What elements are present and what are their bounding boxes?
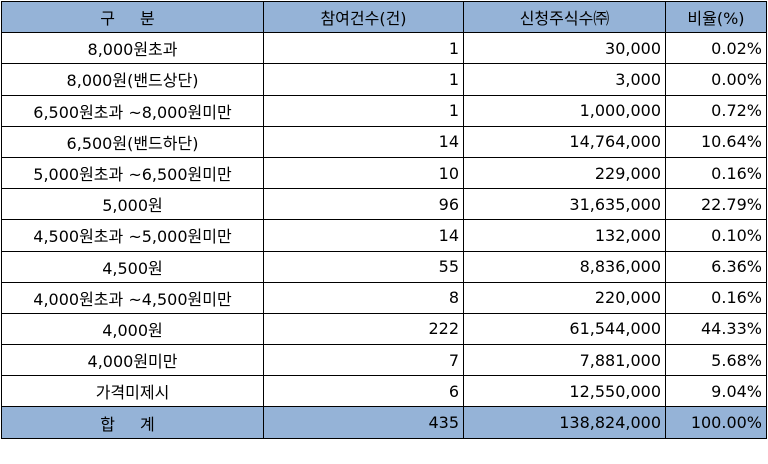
row-shares: 30,000	[463, 32, 666, 65]
table-row: 5,000원 96 31,635,000 22.79%	[1, 188, 767, 221]
row-shares: 61,544,000	[463, 312, 666, 346]
header-category: 구 분	[1, 0, 264, 34]
row-category: 6,500원(밴드하단)	[1, 125, 264, 158]
header-count: 참여건수(건)	[263, 0, 464, 34]
row-ratio: 0.02%	[665, 32, 767, 65]
row-count: 7	[263, 344, 464, 377]
table-row: 6,500원(밴드하단) 14 14,764,000 10.64%	[1, 125, 767, 158]
row-count: 1	[263, 94, 464, 127]
row-count: 1	[263, 32, 464, 65]
row-ratio: 6.36%	[665, 250, 767, 283]
header-ratio: 비율(%)	[665, 0, 767, 34]
row-ratio: 9.04%	[665, 375, 767, 408]
row-ratio: 44.33%	[665, 312, 767, 346]
row-shares: 12,550,000	[463, 375, 666, 408]
table-row: 8,000원초과 1 30,000 0.02%	[1, 32, 767, 65]
row-category: 8,000원(밴드상단)	[1, 63, 264, 96]
row-count: 55	[263, 250, 464, 283]
row-shares: 7,881,000	[463, 344, 666, 377]
row-ratio: 0.72%	[665, 94, 767, 127]
table-row: 4,500원 55 8,836,000 6.36%	[1, 250, 767, 283]
row-ratio: 5.68%	[665, 344, 767, 377]
table-row: 가격미제시 6 12,550,000 9.04%	[1, 375, 767, 408]
total-ratio: 100.00%	[665, 406, 767, 439]
header-row: 구 분 참여건수(건) 신청주식수㈜ 비율(%)	[1, 0, 767, 34]
row-category: 4,000원	[1, 312, 264, 346]
row-category: 4,000원초과 ~4,500원미만	[1, 281, 264, 314]
row-count: 14	[263, 219, 464, 252]
row-category: 4,000원미만	[1, 344, 264, 377]
row-shares: 229,000	[463, 156, 666, 190]
row-shares: 1,000,000	[463, 94, 666, 127]
table-row: 4,000원 222 61,544,000 44.33%	[1, 312, 767, 346]
row-category: 5,000원	[1, 188, 264, 221]
table-row: 5,000원초과 ~6,500원미만 10 229,000 0.16%	[1, 156, 767, 190]
row-ratio: 0.10%	[665, 219, 767, 252]
row-category: 8,000원초과	[1, 32, 264, 65]
row-count: 14	[263, 125, 464, 158]
row-ratio: 0.16%	[665, 281, 767, 314]
row-shares: 132,000	[463, 219, 666, 252]
row-count: 6	[263, 375, 464, 408]
table-row: 4,000원미만 7 7,881,000 5.68%	[1, 344, 767, 377]
row-shares: 3,000	[463, 63, 666, 96]
row-ratio: 10.64%	[665, 125, 767, 158]
row-count: 10	[263, 156, 464, 190]
table-row: 8,000원(밴드상단) 1 3,000 0.00%	[1, 63, 767, 96]
row-shares: 14,764,000	[463, 125, 666, 158]
total-shares: 138,824,000	[463, 406, 666, 439]
row-ratio: 0.00%	[665, 63, 767, 96]
table-row: 6,500원초과 ~8,000원미만 1 1,000,000 0.72%	[1, 94, 767, 127]
total-label: 합 계	[1, 406, 264, 439]
row-count: 1	[263, 63, 464, 96]
total-count: 435	[263, 406, 464, 439]
row-category: 가격미제시	[1, 375, 264, 408]
row-ratio: 22.79%	[665, 188, 767, 221]
row-category: 5,000원초과 ~6,500원미만	[1, 156, 264, 190]
row-category: 6,500원초과 ~8,000원미만	[1, 94, 264, 127]
row-ratio: 0.16%	[665, 156, 767, 190]
row-category: 4,500원초과 ~5,000원미만	[1, 219, 264, 252]
demand-forecast-table: 구 분 참여건수(건) 신청주식수㈜ 비율(%) 8,000원초과 1 30,0…	[1, 0, 767, 439]
total-row: 합 계 435 138,824,000 100.00%	[1, 406, 767, 439]
row-shares: 220,000	[463, 281, 666, 314]
row-count: 222	[263, 312, 464, 346]
row-category: 4,500원	[1, 250, 264, 283]
row-count: 8	[263, 281, 464, 314]
row-shares: 8,836,000	[463, 250, 666, 283]
row-count: 96	[263, 188, 464, 221]
table-row: 4,000원초과 ~4,500원미만 8 220,000 0.16%	[1, 281, 767, 314]
table-row: 4,500원초과 ~5,000원미만 14 132,000 0.10%	[1, 219, 767, 252]
header-shares: 신청주식수㈜	[463, 0, 666, 34]
row-shares: 31,635,000	[463, 188, 666, 221]
